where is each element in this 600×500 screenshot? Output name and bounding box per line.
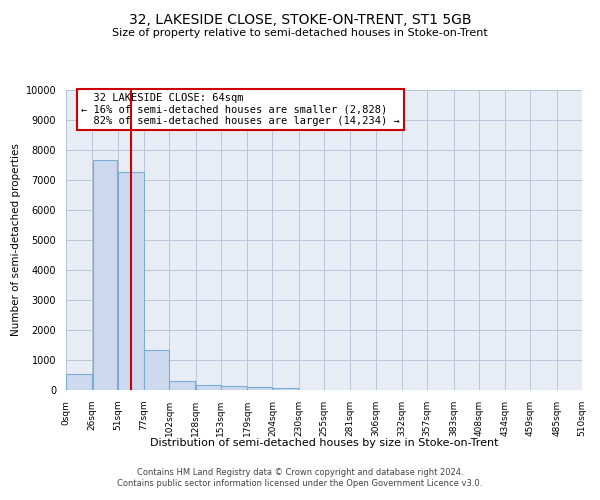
Bar	[169, 381, 195, 390]
Bar	[66, 374, 92, 390]
Bar	[118, 172, 143, 390]
Bar	[221, 386, 247, 390]
Text: 32 LAKESIDE CLOSE: 64sqm
← 16% of semi-detached houses are smaller (2,828)
  82%: 32 LAKESIDE CLOSE: 64sqm ← 16% of semi-d…	[82, 93, 400, 126]
Text: 32, LAKESIDE CLOSE, STOKE-ON-TRENT, ST1 5GB: 32, LAKESIDE CLOSE, STOKE-ON-TRENT, ST1 …	[129, 12, 471, 26]
Bar	[247, 387, 272, 390]
Y-axis label: Number of semi-detached properties: Number of semi-detached properties	[11, 144, 22, 336]
Bar	[272, 388, 298, 390]
Text: Distribution of semi-detached houses by size in Stoke-on-Trent: Distribution of semi-detached houses by …	[150, 438, 498, 448]
Bar	[144, 350, 169, 390]
Bar	[196, 385, 221, 390]
Text: Contains HM Land Registry data © Crown copyright and database right 2024.
Contai: Contains HM Land Registry data © Crown c…	[118, 468, 482, 487]
Bar	[92, 160, 118, 390]
Text: Size of property relative to semi-detached houses in Stoke-on-Trent: Size of property relative to semi-detach…	[112, 28, 488, 38]
